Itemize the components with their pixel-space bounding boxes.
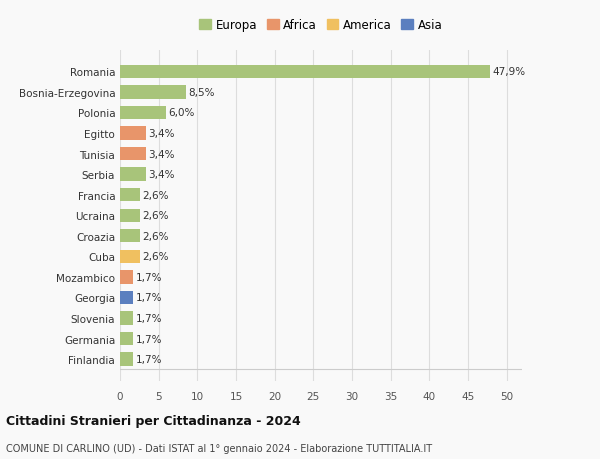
Text: 3,4%: 3,4% bbox=[149, 170, 175, 180]
Text: 2,6%: 2,6% bbox=[142, 231, 169, 241]
Text: Cittadini Stranieri per Cittadinanza - 2024: Cittadini Stranieri per Cittadinanza - 2… bbox=[6, 414, 301, 428]
Text: 1,7%: 1,7% bbox=[136, 293, 162, 303]
Text: 8,5%: 8,5% bbox=[188, 88, 215, 98]
Text: 3,4%: 3,4% bbox=[149, 129, 175, 139]
Text: 2,6%: 2,6% bbox=[142, 252, 169, 262]
Text: 6,0%: 6,0% bbox=[169, 108, 195, 118]
Bar bbox=[120, 250, 140, 263]
Bar bbox=[120, 353, 133, 366]
Bar bbox=[120, 312, 133, 325]
Text: 47,9%: 47,9% bbox=[493, 67, 526, 77]
Bar bbox=[120, 189, 140, 202]
Bar bbox=[120, 86, 186, 99]
Bar bbox=[120, 332, 133, 346]
Text: COMUNE DI CARLINO (UD) - Dati ISTAT al 1° gennaio 2024 - Elaborazione TUTTITALIA: COMUNE DI CARLINO (UD) - Dati ISTAT al 1… bbox=[6, 443, 432, 453]
Text: 3,4%: 3,4% bbox=[149, 149, 175, 159]
Text: 1,7%: 1,7% bbox=[136, 272, 162, 282]
Bar bbox=[120, 66, 490, 79]
Text: 1,7%: 1,7% bbox=[136, 313, 162, 323]
Legend: Europa, Africa, America, Asia: Europa, Africa, America, Asia bbox=[197, 17, 445, 34]
Text: 1,7%: 1,7% bbox=[136, 334, 162, 344]
Bar bbox=[120, 230, 140, 243]
Bar bbox=[120, 291, 133, 304]
Bar bbox=[120, 168, 146, 181]
Bar bbox=[120, 127, 146, 140]
Text: 2,6%: 2,6% bbox=[142, 211, 169, 221]
Text: 1,7%: 1,7% bbox=[136, 354, 162, 364]
Bar bbox=[120, 271, 133, 284]
Bar bbox=[120, 209, 140, 223]
Bar bbox=[120, 147, 146, 161]
Text: 2,6%: 2,6% bbox=[142, 190, 169, 200]
Bar bbox=[120, 106, 166, 120]
